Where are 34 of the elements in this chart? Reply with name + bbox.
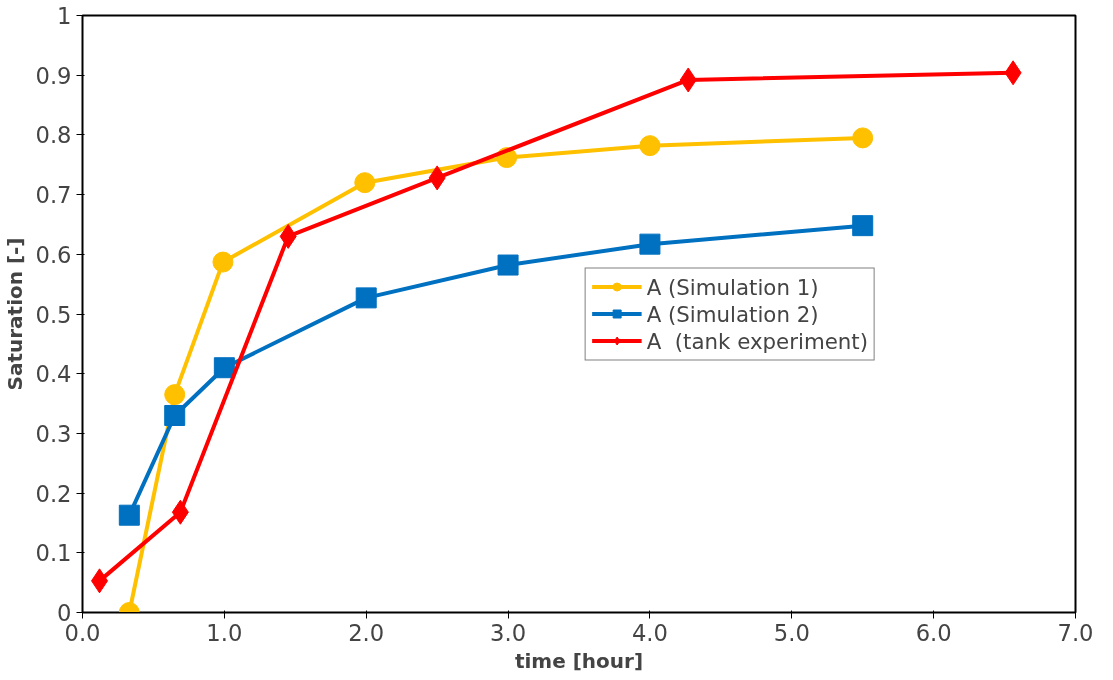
x-tick-label: 7.0 [1057,619,1094,646]
x-tick-label: 6.0 [915,619,952,646]
y-tick-label: 1 [57,3,72,29]
y-tick-label: 0.3 [35,420,72,447]
y-tick-label: 0.8 [35,122,72,149]
point [497,254,519,276]
x-axis-title: time [hour] [514,648,644,673]
x-tick-label: 5.0 [773,619,810,646]
point [639,135,661,157]
point [164,384,186,406]
legend-label: A (Simulation 2) [646,301,819,326]
x-tick-label: 3.0 [490,619,527,646]
point [852,127,874,149]
y-tick-label: 0.7 [35,182,72,209]
x-tick-label: 1.0 [206,619,243,646]
legend-label: A (Simulation 1) [646,274,819,299]
x-tick-label: 2.0 [348,619,385,646]
y-tick-label: 0.6 [35,241,72,268]
y-tick-label: 0.9 [35,62,72,89]
point [639,233,661,255]
x-tick-label: 4.0 [631,619,668,646]
point [164,404,186,426]
point [355,287,377,309]
point [212,251,234,273]
y-tick-label: 0.4 [35,361,72,388]
y-tick-label: 0.5 [35,301,72,328]
y-tick-label: 0.1 [35,540,72,567]
point [213,357,235,379]
y-tick-label: 0.2 [35,480,72,507]
point [852,215,874,237]
y-axis-title: Saturation [-] [3,237,28,391]
point [354,172,376,194]
legend-label: A (tank experiment) [646,328,868,353]
point [118,504,140,526]
